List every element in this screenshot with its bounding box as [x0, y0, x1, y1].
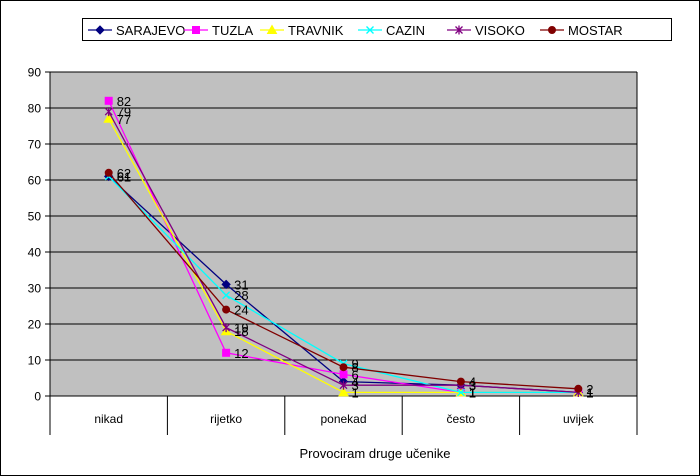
- legend-item-tuzla: TUZLA: [184, 23, 254, 38]
- data-label-mostar-3: 4: [469, 375, 476, 390]
- y-tick-label-10: 10: [28, 354, 42, 368]
- legend-marker-tuzla: [192, 26, 200, 34]
- data-label-mostar-1: 24: [234, 303, 248, 318]
- data-label-travnik-1: 18: [234, 324, 248, 339]
- data-point-tuzla-1: [222, 348, 231, 357]
- data-point-visoko-0: [104, 107, 113, 117]
- legend-label-travnik: TRAVNIK: [288, 23, 344, 38]
- data-point-cazin-3: [456, 388, 465, 397]
- x-axis-categories: nikad rijetko ponekad često uvijek: [49, 396, 638, 435]
- y-tick-label-0: 0: [34, 390, 41, 404]
- data-label-sarajevo-4: 1: [586, 385, 593, 400]
- y-tick-label-30: 30: [28, 282, 42, 296]
- legend-marker-visoko: [455, 25, 463, 35]
- data-label-travnik-0: 77: [117, 112, 131, 127]
- legend-marker-cazin: [366, 26, 374, 34]
- y-tick-label-60: 60: [28, 174, 42, 188]
- data-point-travnik-0: [103, 113, 115, 123]
- data-label-tuzla-0: 82: [117, 94, 131, 109]
- y-tick-label-70: 70: [28, 138, 42, 152]
- legend-label-mostar: MOSTAR: [568, 23, 623, 38]
- data-label-sarajevo-3: 3: [469, 378, 476, 393]
- data-label-visoko-3: 3: [469, 378, 476, 393]
- data-point-sarajevo-1: [221, 279, 231, 290]
- data-point-cazin-1: [222, 291, 231, 300]
- data-label-mostar-4: 2: [586, 382, 593, 397]
- data-label-visoko-4: 1: [586, 385, 593, 400]
- data-point-mostar-1: [222, 305, 231, 314]
- x-category-label-4: uvijek: [563, 412, 595, 426]
- data-label-visoko-1: 19: [234, 321, 248, 336]
- data-point-mostar-3: [456, 377, 465, 386]
- legend-item-sarajevo: SARAJEVO: [88, 23, 185, 38]
- x-category-label-0: nikad: [94, 412, 123, 426]
- y-tick-label-90: 90: [28, 66, 42, 80]
- plot-area: [50, 72, 637, 396]
- data-label-cazin-4: 1: [586, 385, 593, 400]
- y-axis-ticks: 0 10 20 30 40 50 60 70 80 90: [28, 66, 50, 404]
- data-label-tuzla-2: 6: [352, 367, 359, 382]
- legend-label-sarajevo: SARAJEVO: [116, 23, 185, 38]
- y-tick-label-80: 80: [28, 102, 42, 116]
- series-group: [103, 96, 584, 398]
- data-label-cazin-0: 61: [117, 169, 131, 184]
- legend-label-cazin: CAZIN: [386, 23, 425, 38]
- data-point-visoko-1: [222, 323, 231, 333]
- x-category-label-2: ponekad: [320, 412, 366, 426]
- data-point-visoko-2: [339, 380, 348, 390]
- data-point-tuzla-0: [104, 96, 113, 105]
- x-axis-title: Provociram druge učenike: [299, 446, 450, 461]
- data-label-cazin-1: 28: [234, 288, 248, 303]
- legend: SARAJEVO TUZLA TRAVNIK CAZIN VISOKO MOSTAR: [82, 18, 672, 41]
- legend-item-cazin: CAZIN: [358, 23, 425, 38]
- legend-label-tuzla: TUZLA: [212, 23, 254, 38]
- data-point-mostar-4: [574, 384, 583, 393]
- data-label-travnik-4: 1: [586, 385, 593, 400]
- y-tick-label-40: 40: [28, 246, 42, 260]
- legend-marker-sarajevo: [95, 25, 105, 35]
- data-label-tuzla-3: 1: [469, 385, 476, 400]
- data-label-sarajevo-1: 31: [234, 277, 248, 292]
- data-point-mostar-0: [104, 168, 113, 177]
- legend-marker-travnik: [266, 24, 278, 34]
- data-label-sarajevo-0: 61: [117, 169, 131, 184]
- legend-label-visoko: VISOKO: [475, 23, 525, 38]
- data-label-tuzla-1: 12: [234, 346, 248, 361]
- x-category-label-3: često: [447, 412, 476, 426]
- data-point-mostar-2: [339, 363, 348, 372]
- series-mostar: [104, 168, 583, 393]
- x-category-label-1: rijetko: [210, 412, 242, 426]
- legend-item-mostar: MOSTAR: [540, 23, 623, 38]
- data-label-mostar-0: 62: [117, 166, 131, 181]
- legend-item-visoko: VISOKO: [447, 23, 525, 38]
- legend-marker-mostar: [548, 26, 556, 34]
- data-point-tuzla-2: [339, 370, 348, 379]
- legend-item-travnik: TRAVNIK: [260, 23, 344, 38]
- data-label-travnik-3: 1: [469, 385, 476, 400]
- data-label-visoko-0: 79: [117, 105, 131, 120]
- y-tick-label-50: 50: [28, 210, 42, 224]
- data-label-tuzla-4: 1: [586, 385, 593, 400]
- data-label-travnik-2: 1: [352, 385, 359, 400]
- data-label-sarajevo-2: 4: [352, 375, 359, 390]
- data-label-visoko-2: 3: [352, 378, 359, 393]
- data-label-cazin-2: 9: [352, 357, 359, 372]
- y-tick-label-20: 20: [28, 318, 42, 332]
- data-point-travnik-2: [338, 386, 349, 397]
- data-label-mostar-2: 8: [352, 360, 359, 375]
- data-label-cazin-3: 1: [469, 385, 476, 400]
